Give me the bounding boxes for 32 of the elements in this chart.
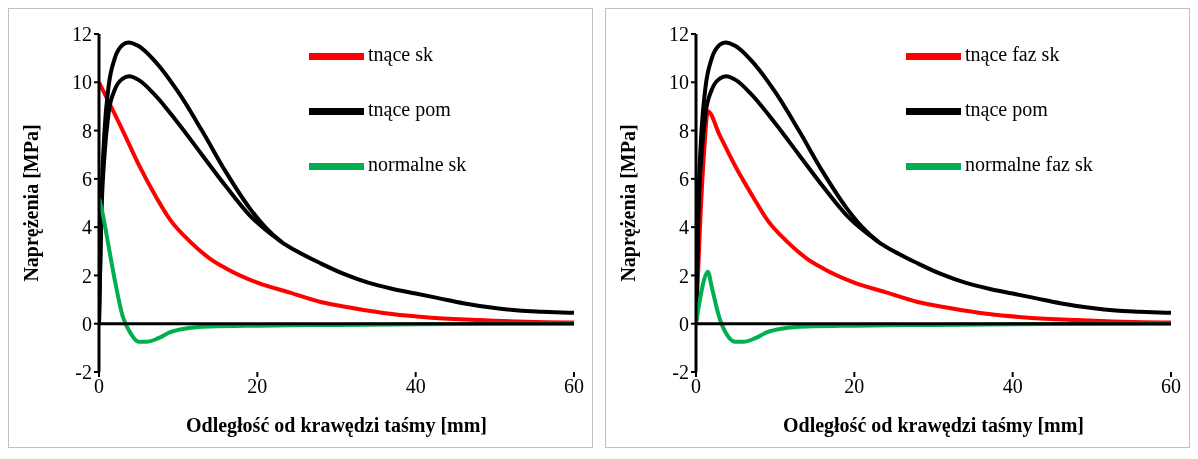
y-tick-label: -2	[75, 361, 92, 384]
legend-label: tnące faz sk	[965, 43, 1060, 66]
y-tick-label: 8	[82, 119, 92, 142]
legend-label: normalne faz sk	[965, 153, 1093, 176]
y-tick-label: 0	[82, 312, 92, 335]
x-axis-title: Odległość od krawędzi taśmy [mm]	[185, 414, 488, 437]
legend-label: tnące pom	[368, 98, 451, 121]
y-tick-label: 4	[82, 216, 92, 239]
y-tick-label: 6	[679, 167, 689, 190]
y-tick-label: 2	[82, 264, 92, 287]
y-axis-title: Naprężenia [MPa]	[20, 124, 44, 282]
y-tick-label: 12	[72, 23, 92, 46]
x-axis-title: Odległość od krawędzi taśmy [mm]	[782, 414, 1085, 437]
legend-label: tnące sk	[368, 43, 433, 66]
y-tick-label: 0	[679, 312, 689, 335]
y-tick-label: 4	[679, 216, 689, 239]
y-axis-title: Naprężenia [MPa]	[617, 124, 641, 282]
y-tick-label: 12	[669, 23, 689, 46]
legend-label: normalne sk	[368, 153, 467, 176]
y-tick-label: 10	[72, 71, 92, 94]
y-tick-label: 2	[679, 264, 689, 287]
x-tick-label: 40	[1002, 375, 1023, 398]
legend-label: tnące pom	[965, 98, 1048, 121]
x-tick-label: 20	[844, 375, 865, 398]
y-tick-label: 6	[82, 167, 92, 190]
x-tick-label: 40	[405, 375, 426, 398]
x-tick-label: 60	[564, 375, 584, 398]
x-tick-label: 60	[1161, 375, 1181, 398]
y-tick-label: -2	[672, 361, 689, 384]
y-tick-label: 10	[669, 71, 689, 94]
x-tick-label: 20	[247, 375, 268, 398]
y-tick-label: 8	[679, 119, 689, 142]
